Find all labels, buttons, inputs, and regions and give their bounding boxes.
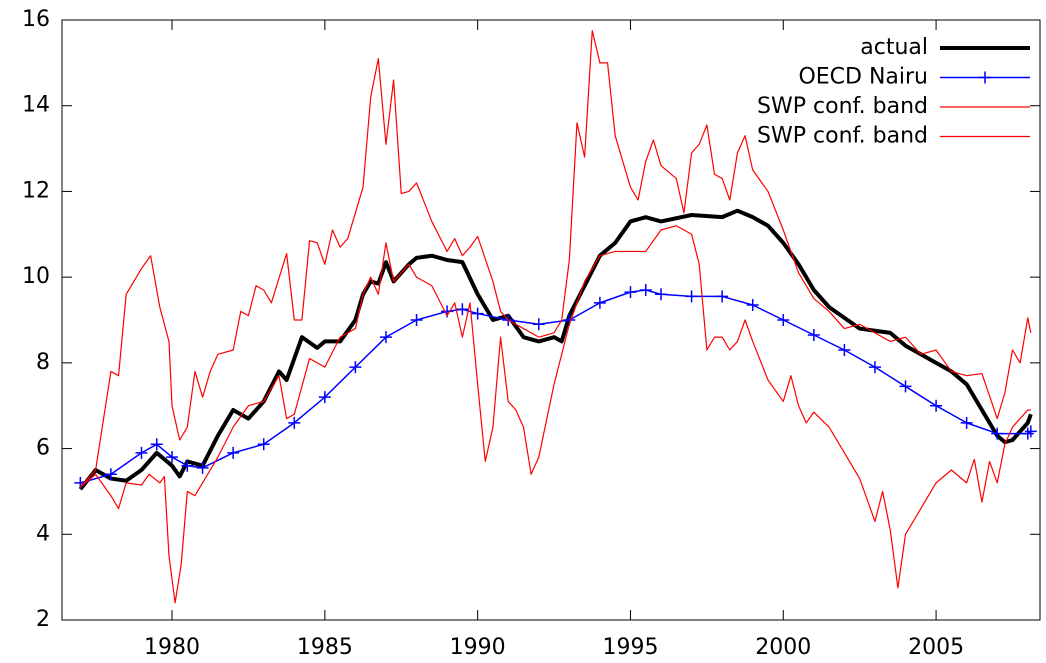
y-tick-label: 12 bbox=[22, 178, 50, 203]
marker bbox=[181, 459, 194, 472]
marker bbox=[150, 438, 163, 451]
marker bbox=[288, 416, 301, 429]
marker bbox=[807, 329, 820, 341]
y-tick-label: 2 bbox=[36, 607, 50, 632]
y-tick-label: 14 bbox=[22, 93, 50, 118]
marker bbox=[104, 468, 117, 481]
legend-label: SWP conf. band bbox=[757, 124, 928, 149]
marker bbox=[135, 446, 148, 459]
marker bbox=[410, 314, 423, 326]
plot-frame bbox=[61, 19, 1041, 621]
series-line bbox=[80, 289, 1032, 484]
marker bbox=[991, 427, 1004, 440]
marker bbox=[456, 303, 469, 316]
marker bbox=[349, 361, 362, 374]
marker bbox=[1021, 427, 1034, 440]
marker bbox=[930, 399, 943, 412]
x-tick-label: 1980 bbox=[144, 635, 200, 660]
marker bbox=[471, 307, 484, 320]
series-line bbox=[79, 225, 1031, 604]
legend-marker bbox=[979, 71, 991, 84]
marker bbox=[868, 361, 881, 374]
series-line bbox=[78, 208, 1033, 491]
marker bbox=[746, 299, 759, 311]
x-tick-label: 1985 bbox=[297, 635, 353, 660]
marker bbox=[639, 284, 652, 296]
series-line bbox=[79, 30, 1032, 488]
y-tick-label: 6 bbox=[36, 436, 50, 461]
marker bbox=[624, 286, 637, 299]
x-tick-label: 1995 bbox=[602, 635, 658, 660]
x-tick-label: 2005 bbox=[908, 635, 964, 660]
marker bbox=[960, 416, 973, 429]
marker bbox=[777, 314, 790, 326]
legend-label: OECD Nairu bbox=[798, 65, 928, 90]
marker bbox=[196, 461, 209, 474]
marker bbox=[227, 446, 240, 459]
marker bbox=[166, 451, 179, 464]
marker bbox=[716, 290, 729, 303]
marker bbox=[899, 380, 912, 393]
y-tick-label: 16 bbox=[22, 7, 50, 32]
marker bbox=[1024, 425, 1037, 438]
marker bbox=[685, 290, 698, 303]
marker bbox=[838, 344, 851, 356]
marker bbox=[379, 331, 392, 344]
y-tick-label: 4 bbox=[36, 521, 50, 546]
marker bbox=[655, 288, 668, 301]
y-tick-label: 10 bbox=[22, 264, 50, 289]
x-tick-label: 1990 bbox=[450, 635, 506, 660]
marker bbox=[532, 318, 545, 331]
legend-label: SWP conf. band bbox=[757, 94, 928, 119]
marker bbox=[318, 391, 331, 404]
y-tick-label: 8 bbox=[36, 350, 50, 375]
marker bbox=[257, 438, 270, 451]
marker bbox=[593, 296, 606, 309]
x-tick-label: 2000 bbox=[755, 635, 811, 660]
legend-label: actual bbox=[860, 35, 928, 60]
